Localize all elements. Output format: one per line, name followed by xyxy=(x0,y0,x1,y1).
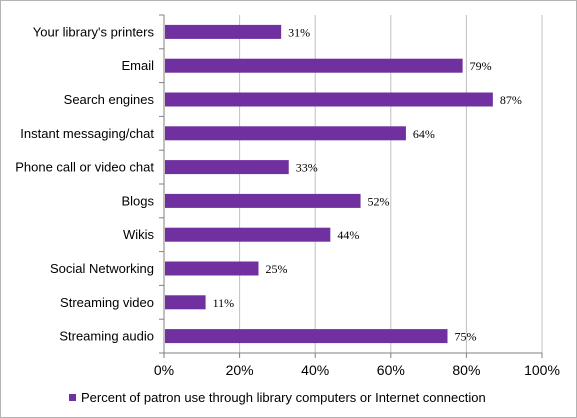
bar xyxy=(165,92,493,107)
category-label: Streaming audio xyxy=(59,329,154,344)
legend-label: Percent of patron use through library co… xyxy=(81,390,486,405)
category-label: Your library's printers xyxy=(33,24,155,39)
x-tick-label: 40% xyxy=(301,362,329,378)
data-label: 79% xyxy=(470,59,492,73)
x-tick-label: 100% xyxy=(524,362,560,378)
x-tick-label: 80% xyxy=(452,362,480,378)
x-tick-label: 60% xyxy=(377,362,405,378)
bar xyxy=(165,329,448,344)
x-tick-label: 0% xyxy=(154,362,174,378)
bar xyxy=(165,295,206,310)
data-label: 11% xyxy=(213,296,235,310)
x-tick-labels: 0% 20% 40% 60% 80% 100% xyxy=(154,362,560,378)
axes xyxy=(159,14,543,358)
data-label: 33% xyxy=(296,161,318,175)
x-tick-label: 20% xyxy=(226,362,254,378)
data-labels: 31% 79% 87% 64% 33% 52% 44% 25% 11% 75% xyxy=(213,25,522,343)
data-label: 44% xyxy=(337,228,359,242)
category-label: Blogs xyxy=(121,193,154,208)
bar xyxy=(165,261,259,276)
data-label: 25% xyxy=(266,262,288,276)
bar xyxy=(165,160,289,175)
bar xyxy=(165,24,282,39)
bar xyxy=(165,193,361,208)
category-label: Phone call or video chat xyxy=(15,160,154,175)
category-label: Search engines xyxy=(64,92,155,107)
category-label: Wikis xyxy=(123,227,155,242)
bar xyxy=(165,227,331,242)
category-label: Email xyxy=(121,58,154,73)
data-label: 64% xyxy=(413,127,435,141)
data-label: 31% xyxy=(288,25,310,39)
category-label: Instant messaging/chat xyxy=(20,126,154,141)
data-label: 75% xyxy=(455,330,477,344)
bar xyxy=(165,58,463,73)
category-label: Social Networking xyxy=(50,261,154,276)
data-label: 87% xyxy=(500,93,522,107)
bar xyxy=(165,126,406,141)
category-label: Streaming video xyxy=(60,295,154,310)
legend: Percent of patron use through library co… xyxy=(69,390,486,405)
category-labels: Your library's printers Email Search engin… xyxy=(15,24,154,343)
legend-swatch xyxy=(69,394,76,401)
bars xyxy=(165,24,493,344)
data-label: 52% xyxy=(368,194,390,208)
